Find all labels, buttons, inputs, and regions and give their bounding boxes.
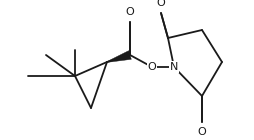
Text: N: N	[170, 62, 178, 72]
Polygon shape	[107, 51, 131, 62]
Text: O: O	[198, 127, 206, 137]
Text: O: O	[126, 7, 134, 17]
Text: O: O	[148, 62, 156, 72]
Text: O: O	[157, 0, 165, 8]
